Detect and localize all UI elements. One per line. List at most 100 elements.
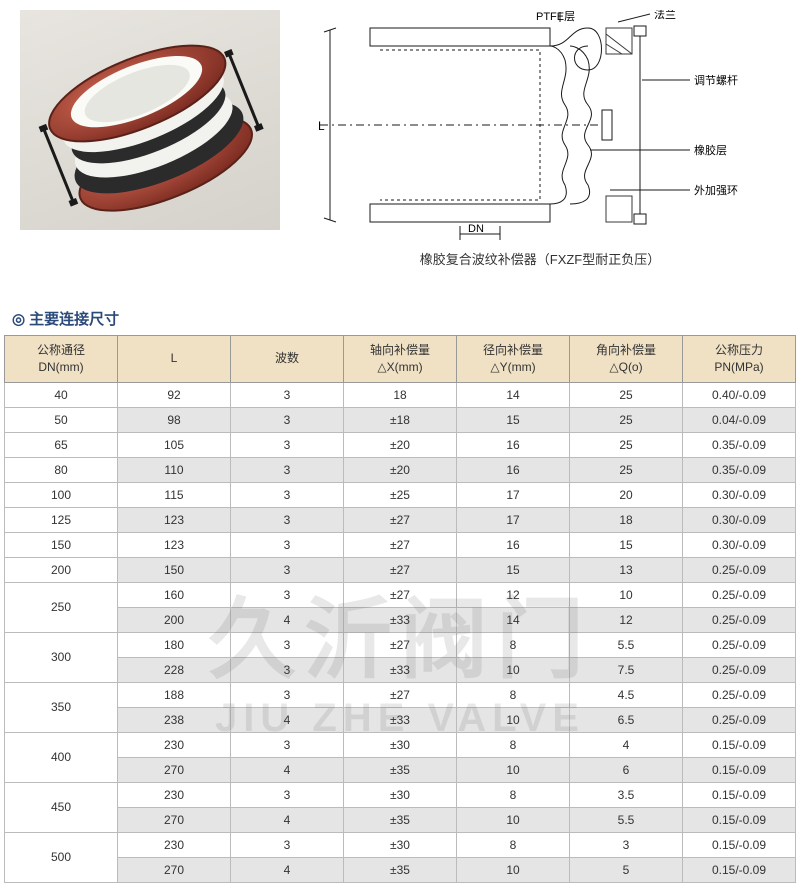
table-row: 2004±3314120.25/-0.09 — [5, 607, 796, 632]
cell: 7.5 — [570, 657, 683, 682]
cell-dn: 100 — [5, 482, 118, 507]
spec-table: 公称通径DN(mm)L波数轴向补偿量△X(mm)径向补偿量△Y(mm)角向补偿量… — [4, 335, 796, 883]
cell: ±27 — [344, 557, 457, 582]
cell: ±25 — [344, 482, 457, 507]
cell: 0.25/-0.09 — [683, 657, 796, 682]
cell: 3 — [231, 432, 344, 457]
cell-dn: 300 — [5, 632, 118, 682]
cell: 160 — [118, 582, 231, 607]
table-row: 2501603±2712100.25/-0.09 — [5, 582, 796, 607]
cell: 4 — [231, 757, 344, 782]
cell: 115 — [118, 482, 231, 507]
dim-DN: DN — [468, 223, 484, 235]
technical-diagram: L — [300, 10, 780, 290]
label-flange: 法兰 — [654, 10, 676, 21]
cell: 25 — [570, 432, 683, 457]
table-row: 409231814250.40/-0.09 — [5, 382, 796, 407]
cell: 3 — [231, 732, 344, 757]
cell: 3 — [231, 657, 344, 682]
cell: 0.25/-0.09 — [683, 682, 796, 707]
cell: ±30 — [344, 832, 457, 857]
cell: 3 — [231, 682, 344, 707]
cell: ±27 — [344, 682, 457, 707]
cell: 10 — [457, 657, 570, 682]
cell: 0.30/-0.09 — [683, 532, 796, 557]
cell: 0.15/-0.09 — [683, 757, 796, 782]
table-row: 2704±35105.50.15/-0.09 — [5, 807, 796, 832]
cell: ±35 — [344, 757, 457, 782]
col-header: 公称通径DN(mm) — [5, 336, 118, 383]
cell: ±33 — [344, 707, 457, 732]
cell-dn: 65 — [5, 432, 118, 457]
cell: 0.25/-0.09 — [683, 607, 796, 632]
cell: 230 — [118, 782, 231, 807]
cell-dn: 200 — [5, 557, 118, 582]
cell: ±35 — [344, 807, 457, 832]
cell: 3 — [570, 832, 683, 857]
cell: 6.5 — [570, 707, 683, 732]
cell: 92 — [118, 382, 231, 407]
cell-dn: 400 — [5, 732, 118, 782]
cell: 25 — [570, 457, 683, 482]
cell: ±27 — [344, 532, 457, 557]
table-wrap: 久沂阀门 JIU ZHE VALVE 公称通径DN(mm)L波数轴向补偿量△X(… — [0, 335, 800, 887]
cell: 15 — [457, 557, 570, 582]
cell: 0.25/-0.09 — [683, 582, 796, 607]
cell: 3 — [231, 407, 344, 432]
cell: 123 — [118, 532, 231, 557]
col-header: 波数 — [231, 336, 344, 383]
cell: ±35 — [344, 857, 457, 882]
cell: ±20 — [344, 432, 457, 457]
cell: 3 — [231, 507, 344, 532]
cell: 6 — [570, 757, 683, 782]
cell: 0.35/-0.09 — [683, 457, 796, 482]
label-ptfe: PTFE层 — [536, 10, 575, 23]
table-row: 4502303±3083.50.15/-0.09 — [5, 782, 796, 807]
table-row: 651053±2016250.35/-0.09 — [5, 432, 796, 457]
cell: 8 — [457, 782, 570, 807]
cell: 0.40/-0.09 — [683, 382, 796, 407]
cell: 14 — [457, 382, 570, 407]
col-header: 径向补偿量△Y(mm) — [457, 336, 570, 383]
cell: ±27 — [344, 582, 457, 607]
cell: 5.5 — [570, 807, 683, 832]
cell: 4 — [231, 807, 344, 832]
cell: 0.30/-0.09 — [683, 482, 796, 507]
table-row: 5002303±30830.15/-0.09 — [5, 832, 796, 857]
cell: 105 — [118, 432, 231, 457]
col-header: 公称压力PN(MPa) — [683, 336, 796, 383]
cell-dn: 80 — [5, 457, 118, 482]
cell-dn: 350 — [5, 682, 118, 732]
cell: 18 — [570, 507, 683, 532]
cell: 0.04/-0.09 — [683, 407, 796, 432]
label-rubber: 橡胶层 — [694, 143, 727, 157]
cell: 25 — [570, 407, 683, 432]
cell-dn: 150 — [5, 532, 118, 557]
cell: 0.15/-0.09 — [683, 732, 796, 757]
table-row: 801103±2016250.35/-0.09 — [5, 457, 796, 482]
cell: ±33 — [344, 607, 457, 632]
cell: ±33 — [344, 657, 457, 682]
cell: 4 — [231, 857, 344, 882]
cell: 188 — [118, 682, 231, 707]
cell: ±30 — [344, 732, 457, 757]
cell: 15 — [457, 407, 570, 432]
table-row: 1501233±2716150.30/-0.09 — [5, 532, 796, 557]
top-section: L — [0, 0, 800, 300]
label-ring: 外加强环 — [694, 184, 738, 197]
cell: 4 — [231, 607, 344, 632]
cell: 10 — [457, 757, 570, 782]
cell: 16 — [457, 532, 570, 557]
cell: 238 — [118, 707, 231, 732]
cell: ±27 — [344, 507, 457, 532]
cell: 14 — [457, 607, 570, 632]
table-row: 2001503±2715130.25/-0.09 — [5, 557, 796, 582]
cell: 13 — [570, 557, 683, 582]
table-row: 2283±33107.50.25/-0.09 — [5, 657, 796, 682]
cell: 98 — [118, 407, 231, 432]
cell: 228 — [118, 657, 231, 682]
cell-dn: 125 — [5, 507, 118, 532]
cell: ±20 — [344, 457, 457, 482]
cell: 230 — [118, 732, 231, 757]
cell: 180 — [118, 632, 231, 657]
